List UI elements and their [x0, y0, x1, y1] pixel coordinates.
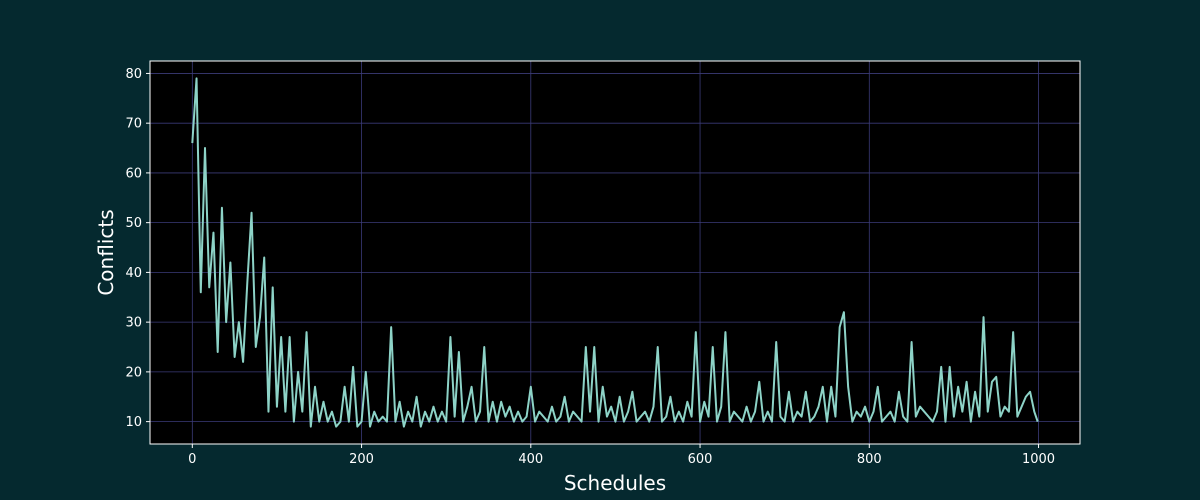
- y-tick-label: 50: [125, 216, 142, 231]
- x-tick-label: 600: [688, 452, 713, 467]
- y-tick-label: 10: [125, 415, 142, 430]
- y-tick-label: 20: [125, 365, 142, 380]
- y-tick-label: 60: [125, 166, 142, 181]
- y-tick-label: 80: [125, 67, 142, 82]
- plot-area: [150, 61, 1080, 444]
- x-tick-label: 0: [188, 452, 196, 467]
- x-axis-label: Schedules: [564, 471, 666, 495]
- data-line: [191, 77, 1039, 428]
- y-axis-label: Conflicts: [94, 209, 118, 295]
- y-tick-label: 70: [125, 117, 142, 132]
- plot-frame: [149, 60, 1081, 445]
- y-tick-label: 30: [125, 316, 142, 331]
- y-tick-label: 40: [125, 266, 142, 281]
- x-tick-label: 200: [349, 452, 374, 467]
- x-tick-label: 400: [518, 452, 543, 467]
- x-tick-label: 800: [857, 452, 882, 467]
- x-tick-label: 1000: [1022, 452, 1055, 467]
